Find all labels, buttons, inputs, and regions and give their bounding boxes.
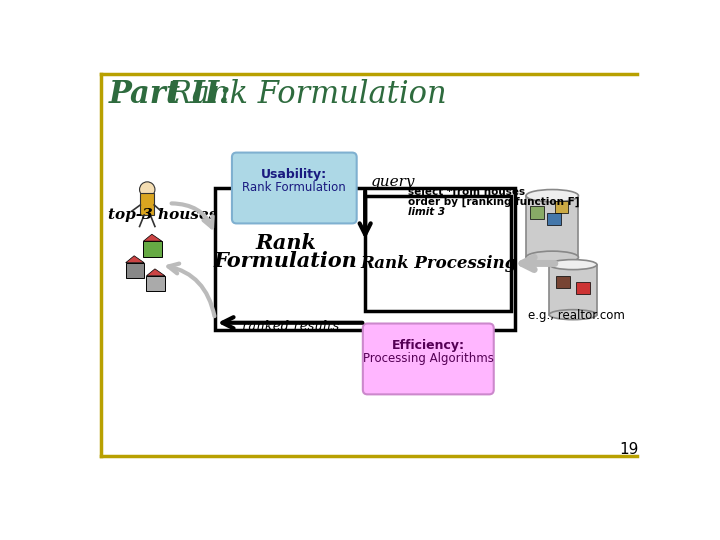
Text: order by [ranking function F]: order by [ranking function F]: [408, 197, 579, 207]
Text: Processing Algorithms: Processing Algorithms: [363, 353, 494, 366]
Text: Rank Processing: Rank Processing: [360, 255, 516, 272]
Bar: [215, 188, 516, 330]
Polygon shape: [126, 256, 144, 262]
Bar: [140, 193, 154, 215]
Text: e.g., realtor.com: e.g., realtor.com: [528, 308, 626, 321]
Text: 19: 19: [620, 442, 639, 457]
Ellipse shape: [549, 309, 597, 320]
Polygon shape: [146, 269, 165, 276]
Circle shape: [140, 182, 155, 197]
Bar: [526, 195, 578, 257]
Text: query: query: [371, 175, 415, 189]
Text: Formulation: Formulation: [214, 251, 358, 271]
FancyBboxPatch shape: [363, 323, 494, 394]
FancyBboxPatch shape: [232, 153, 356, 224]
Bar: [530, 206, 544, 219]
Text: top-3 houses: top-3 houses: [108, 208, 217, 222]
Text: Efficiency:: Efficiency:: [392, 339, 465, 353]
Ellipse shape: [549, 260, 597, 269]
Ellipse shape: [526, 251, 578, 264]
Polygon shape: [143, 234, 162, 241]
Text: Rank: Rank: [256, 233, 316, 253]
Text: select *from houses: select *from houses: [408, 187, 525, 197]
Text: ranked results: ranked results: [242, 320, 339, 333]
Text: Rank Formulation: Rank Formulation: [168, 78, 447, 110]
Bar: [554, 201, 568, 213]
Bar: [549, 265, 597, 315]
Bar: [143, 241, 162, 256]
Bar: [556, 276, 570, 288]
Bar: [146, 276, 165, 291]
Text: limit 3: limit 3: [408, 207, 445, 217]
Text: Part II:: Part II:: [109, 78, 242, 110]
Bar: [126, 262, 144, 278]
Text: Rank Formulation: Rank Formulation: [243, 181, 346, 194]
Bar: [547, 213, 561, 225]
Bar: [576, 282, 590, 294]
Bar: [365, 195, 511, 311]
Text: Usability:: Usability:: [261, 167, 328, 181]
Ellipse shape: [526, 190, 578, 202]
